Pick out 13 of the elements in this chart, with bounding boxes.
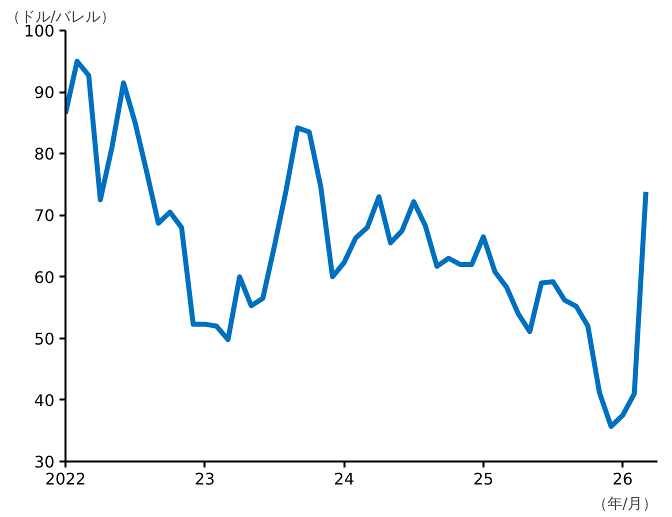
y-tick-label: 50: [34, 329, 54, 348]
y-tick-label: 80: [34, 144, 54, 164]
y-tick-label: 60: [34, 268, 54, 287]
x-tick-label: 25: [473, 470, 494, 488]
y-tick-label: 30: [34, 452, 54, 472]
y-tick-label: 40: [34, 390, 54, 410]
x-tick-label: 26: [612, 470, 633, 488]
y-tick-label: 90: [34, 83, 54, 102]
x-tick-label: 2022: [45, 470, 86, 488]
x-tick-label: 24: [334, 470, 354, 488]
y-tick-label: 70: [34, 206, 54, 226]
x-axis-title: （年/月）: [592, 494, 658, 512]
x-tick-label: 23: [194, 470, 215, 488]
